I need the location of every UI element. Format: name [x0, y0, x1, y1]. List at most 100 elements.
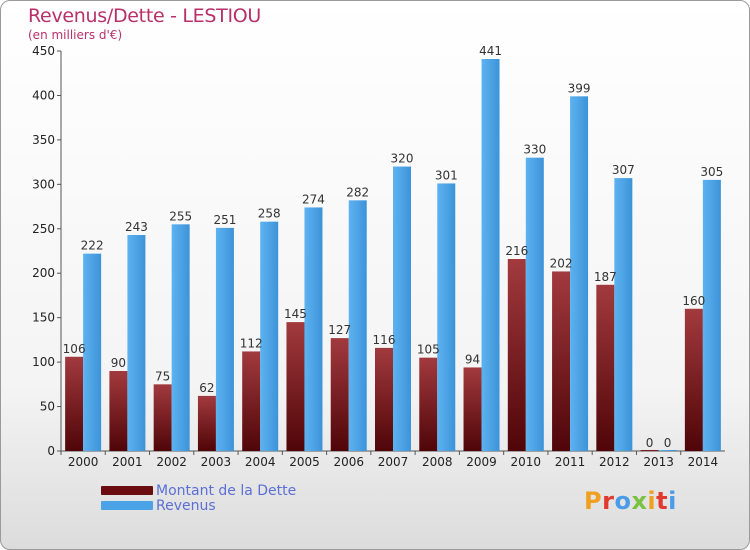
- value-label-dette: 62: [199, 381, 214, 395]
- x-tick-label: 2008: [422, 455, 453, 469]
- value-label-dette: 94: [465, 352, 480, 366]
- value-label-revenus: 320: [391, 152, 414, 166]
- bar-dette: [596, 284, 615, 451]
- logo-letter: o: [614, 487, 632, 515]
- bar-revenus: [348, 200, 367, 451]
- value-label-revenus: 243: [125, 220, 148, 234]
- legend-swatch-revenus: [101, 501, 153, 510]
- bar-dette: [552, 271, 571, 451]
- y-tick-label: 100: [32, 355, 55, 369]
- bar-dette: [507, 259, 526, 451]
- x-axis: 2000 2001 2002 2003 2004 2005 2006 2007 2008 2009…: [60, 450, 725, 469]
- bar-revenus: [215, 227, 234, 451]
- legend-label-revenus: Revenus: [156, 498, 216, 514]
- value-label-revenus: 222: [81, 239, 104, 253]
- y-tick-label: 400: [32, 88, 55, 102]
- logo-letter: P: [584, 487, 603, 515]
- value-label-dette: 216: [505, 244, 528, 258]
- bar-dette: [153, 384, 172, 451]
- y-tick-label: 350: [32, 133, 55, 147]
- value-label-revenus: 282: [346, 185, 369, 199]
- value-label-revenus: 0: [664, 436, 672, 450]
- value-label-dette: 127: [328, 323, 351, 337]
- logo-letter: i: [647, 487, 657, 515]
- y-tick-label: 200: [32, 266, 55, 280]
- x-tick-label: 2009: [466, 455, 497, 469]
- x-tick-label: 2012: [599, 455, 630, 469]
- bar-revenus: [171, 224, 190, 451]
- x-tick-label: 2007: [378, 455, 409, 469]
- x-tick-label: 2013: [643, 455, 674, 469]
- x-tick-label: 2003: [201, 455, 232, 469]
- bar-revenus: [393, 166, 411, 452]
- bar-revenus: [702, 179, 721, 451]
- value-label-dette: 187: [594, 270, 617, 284]
- y-tick-label: 250: [32, 222, 55, 236]
- value-label-revenus: 255: [169, 209, 192, 223]
- value-label-revenus: 330: [523, 143, 546, 157]
- y-axis: 0 50 100 150 200 250 300 350 400 450: [32, 44, 62, 458]
- chart-title: Revenus/Dette - LESTIOU: [28, 5, 262, 27]
- value-label-revenus: 441: [479, 44, 502, 58]
- x-tick-label: 2001: [112, 455, 143, 469]
- logo-letter: t: [656, 487, 669, 515]
- y-tick-label: 450: [32, 44, 55, 58]
- x-tick-label: 2004: [245, 455, 276, 469]
- value-label-dette: 116: [373, 333, 396, 347]
- bar-dette: [684, 308, 703, 451]
- x-tick-label: 2014: [688, 455, 719, 469]
- legend-label-dette: Montant de la Dette: [156, 483, 297, 499]
- y-tick-label: 50: [40, 400, 55, 414]
- logo-letter: x: [631, 487, 648, 515]
- bar-revenus: [525, 157, 544, 451]
- bar-revenus: [304, 207, 323, 451]
- bar-dette: [65, 356, 84, 451]
- bar-dette: [419, 357, 438, 451]
- value-label-revenus: 301: [435, 168, 458, 182]
- value-label-dette: 202: [550, 256, 573, 270]
- y-tick-label: 300: [32, 177, 55, 191]
- value-label-revenus: 399: [568, 81, 591, 95]
- bar-revenus: [437, 183, 456, 451]
- x-tick-label: 2011: [555, 455, 586, 469]
- value-label-revenus: 307: [612, 163, 635, 177]
- x-tick-label: 2010: [511, 455, 542, 469]
- value-label-dette: 112: [240, 336, 263, 350]
- bar-revenus: [127, 235, 146, 451]
- value-label-dette: 75: [155, 369, 170, 383]
- y-tick-label: 150: [32, 311, 55, 325]
- y-tick-label: 0: [47, 444, 55, 458]
- bar-revenus: [83, 253, 102, 451]
- x-tick-label: 2005: [289, 455, 320, 469]
- x-tick-label: 2002: [156, 455, 187, 469]
- bar-revenus: [570, 96, 589, 451]
- x-tick-label: 2000: [68, 455, 99, 469]
- chart-subtitle: (en milliers d'€): [28, 28, 123, 42]
- bar-dette: [375, 347, 393, 451]
- proxiti-logo: Proxiti: [584, 487, 677, 515]
- value-label-revenus: 274: [302, 192, 325, 206]
- bar-dette: [197, 395, 216, 451]
- logo-letter: r: [602, 487, 615, 515]
- bar-revenus: [614, 178, 633, 451]
- legend-swatch-dette: [101, 486, 153, 495]
- value-label-dette: 0: [646, 436, 654, 450]
- bars: [65, 59, 721, 452]
- x-tick-label: 2006: [333, 455, 364, 469]
- bar-revenus: [260, 221, 279, 451]
- bar-dette: [463, 367, 482, 451]
- logo-letter: i: [668, 487, 677, 515]
- value-labels: 106 90 75 62 112 145 127 116 105 94 216 202 187 0 160 2…: [63, 44, 724, 450]
- bar-dette: [286, 322, 305, 451]
- bar-dette: [109, 371, 128, 451]
- value-label-dette: 160: [682, 294, 705, 308]
- bar-dette: [330, 338, 349, 451]
- bar-revenus: [481, 59, 500, 451]
- bar-dette: [242, 351, 261, 451]
- value-label-revenus: 305: [700, 165, 723, 179]
- value-label-dette: 105: [417, 343, 440, 357]
- value-label-dette: 90: [111, 356, 126, 370]
- bar-dette: [640, 450, 659, 451]
- bar-revenus: [658, 450, 677, 451]
